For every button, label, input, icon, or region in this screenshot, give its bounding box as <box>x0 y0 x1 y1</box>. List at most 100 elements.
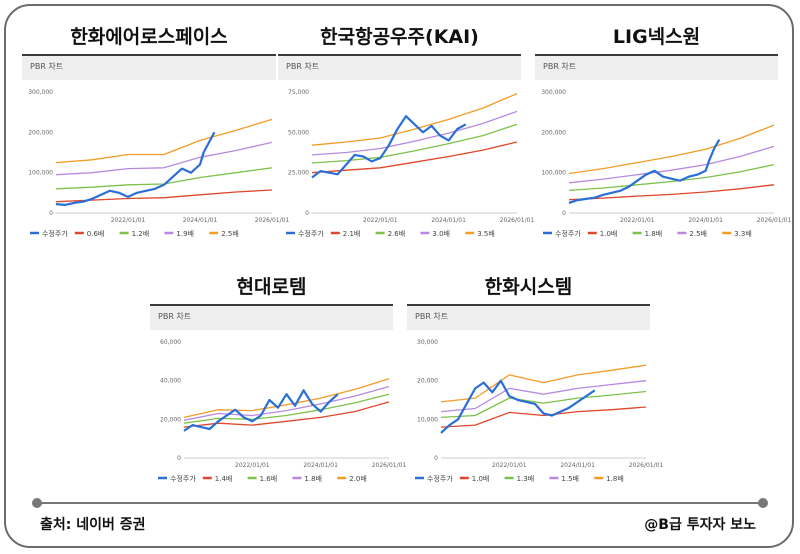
series-line-band-2 <box>183 393 390 424</box>
y-tick-label: 10,000 <box>417 416 438 423</box>
series-line-price <box>55 131 216 207</box>
legend-label: 1.9배 <box>176 229 194 238</box>
source-text: 출처: 네이버 증권 <box>40 517 146 533</box>
chart-header-bar: PBR 차트 <box>407 304 650 330</box>
chart-title: 한화에어로스페이스 <box>70 26 228 48</box>
chart-plot: 0 20,000 40,000 60,000 2022/01/01 2024/01/01 2… <box>158 339 406 483</box>
x-tick-label: 2022/01/01 <box>363 217 398 224</box>
legend-label: 1.2배 <box>132 229 150 238</box>
chart-panel-hanwha-systems: 한화시스템 PBR 차트 0 10,000 20,000 30,000 2022/01/… <box>407 272 663 492</box>
legend-label: 2.5배 <box>221 229 239 238</box>
y-tick-label: 100,000 <box>541 170 566 177</box>
footer-divider-dot-left <box>32 498 42 508</box>
legend-label: 2.5배 <box>689 229 707 238</box>
chart-header-bar: PBR 차트 <box>22 54 276 80</box>
legend-label: 1.8배 <box>645 229 663 238</box>
footer-divider <box>36 502 764 504</box>
chart-panel-hyundai-rotem: 현대로템 PBR 차트 0 20,000 40,000 60,000 2022/01/0… <box>150 272 406 492</box>
series-line-band-4 <box>440 364 647 403</box>
series-line-band-3 <box>440 380 647 413</box>
legend-label: 1.6배 <box>260 474 278 483</box>
y-tick-label: 300,000 <box>28 89 53 96</box>
y-tick-label: 50,000 <box>288 129 309 136</box>
chart-panel-hanwha-aerospace: 한화에어로스페이스 PBR 차트 0 100,000 200,000 300,000 2… <box>22 22 289 247</box>
chart-header-label: PBR 차트 <box>158 312 192 321</box>
series-line-band-1 <box>183 401 390 428</box>
chart-header-bar: PBR 차트 <box>535 54 778 80</box>
footer-divider-dot-right <box>758 498 768 508</box>
series-line-band-3 <box>183 385 390 421</box>
y-tick-label: 20,000 <box>160 416 181 423</box>
x-tick-label: 2024/01/01 <box>303 462 338 469</box>
series-line-band-3 <box>55 141 273 176</box>
y-tick-label: 0 <box>562 210 566 217</box>
y-tick-label: 100,000 <box>28 170 53 177</box>
series-line-price <box>183 389 339 432</box>
series-line-band-3 <box>568 145 775 184</box>
legend-label: 2.1배 <box>343 229 361 238</box>
y-tick-label: 200,000 <box>28 129 53 136</box>
y-tick-label: 60,000 <box>160 339 181 346</box>
series-line-band-1 <box>311 141 518 174</box>
chart-header-label: PBR 차트 <box>415 312 449 321</box>
series-line-band-4 <box>183 378 390 419</box>
y-tick-label: 300,000 <box>541 89 566 96</box>
legend-label: 수정주가 <box>555 229 581 238</box>
y-tick-label: 75,000 <box>288 89 309 96</box>
chart-title: LIG넥스원 <box>612 26 701 48</box>
legend-label: 1.0배 <box>472 474 490 483</box>
chart-plot: 0 25,000 50,000 75,000 2022/01/01 2024/01/01 2… <box>286 89 534 238</box>
series-line-price <box>311 115 467 179</box>
chart-plot: 0 10,000 20,000 30,000 2022/01/01 2024/01/01 2… <box>415 339 663 483</box>
legend-label: 3.3배 <box>734 229 752 238</box>
legend-label: 3.0배 <box>432 229 450 238</box>
outer-frame <box>4 4 794 548</box>
series-line-price <box>440 379 596 434</box>
legend-label: 1.8배 <box>304 474 322 483</box>
legend-label: 수정주가 <box>298 229 324 238</box>
series-line-band-1 <box>568 184 775 201</box>
chart-header-bar: PBR 차트 <box>150 304 393 330</box>
legend-label: 1.4배 <box>215 474 233 483</box>
legend-label: 수정주가 <box>427 474 453 483</box>
y-tick-label: 20,000 <box>417 378 438 385</box>
legend-label: 3.5배 <box>477 229 495 238</box>
y-tick-label: 25,000 <box>288 170 309 177</box>
legend-label: 1.0배 <box>600 229 618 238</box>
x-tick-label: 2022/01/01 <box>492 462 527 469</box>
series-line-price <box>568 139 721 204</box>
series-line-band-4 <box>311 93 518 146</box>
chart-header-bar: PBR 차트 <box>278 54 521 80</box>
x-tick-label: 2024/01/01 <box>431 217 466 224</box>
x-tick-label: 2026/01/01 <box>255 217 290 224</box>
chart-plot: 0 100,000 200,000 300,000 2022/01/01 2024/01/… <box>541 89 791 238</box>
chart-header-label: PBR 차트 <box>543 62 577 71</box>
series-line-band-4 <box>55 118 273 164</box>
chart-plot: 0 100,000 200,000 300,000 2022/01/01 2024/01/… <box>28 89 289 238</box>
series-line-band-4 <box>568 124 775 175</box>
series-line-band-2 <box>568 163 775 192</box>
y-tick-label: 200,000 <box>541 129 566 136</box>
x-tick-label: 2026/01/01 <box>372 462 407 469</box>
series-line-band-2 <box>440 390 647 419</box>
y-tick-label: 0 <box>49 210 53 217</box>
chart-title: 현대로템 <box>236 276 307 298</box>
legend-label: 1.3배 <box>517 474 535 483</box>
chart-panel-kai: 한국항공우주(KAI) PBR 차트 0 25,000 50,000 75,000 20… <box>278 22 534 247</box>
x-tick-label: 2026/01/01 <box>757 217 792 224</box>
x-tick-label: 2024/01/01 <box>183 217 218 224</box>
x-tick-label: 2022/01/01 <box>111 217 146 224</box>
chart-header-label: PBR 차트 <box>30 62 64 71</box>
chart-panel-lig-nex1: LIG넥스원 PBR 차트 0 100,000 200,000 300,000 2022… <box>535 22 791 247</box>
x-tick-label: 2026/01/01 <box>500 217 535 224</box>
series-line-band-3 <box>311 110 518 156</box>
series-line-band-2 <box>311 123 518 164</box>
y-tick-label: 0 <box>305 210 309 217</box>
x-tick-label: 2024/01/01 <box>688 217 723 224</box>
legend-label: 2.6배 <box>388 229 406 238</box>
x-tick-label: 2022/01/01 <box>235 462 270 469</box>
legend-label: 2.0배 <box>349 474 367 483</box>
y-tick-label: 0 <box>434 455 438 462</box>
y-tick-label: 40,000 <box>160 378 181 385</box>
x-tick-label: 2024/01/01 <box>560 462 595 469</box>
